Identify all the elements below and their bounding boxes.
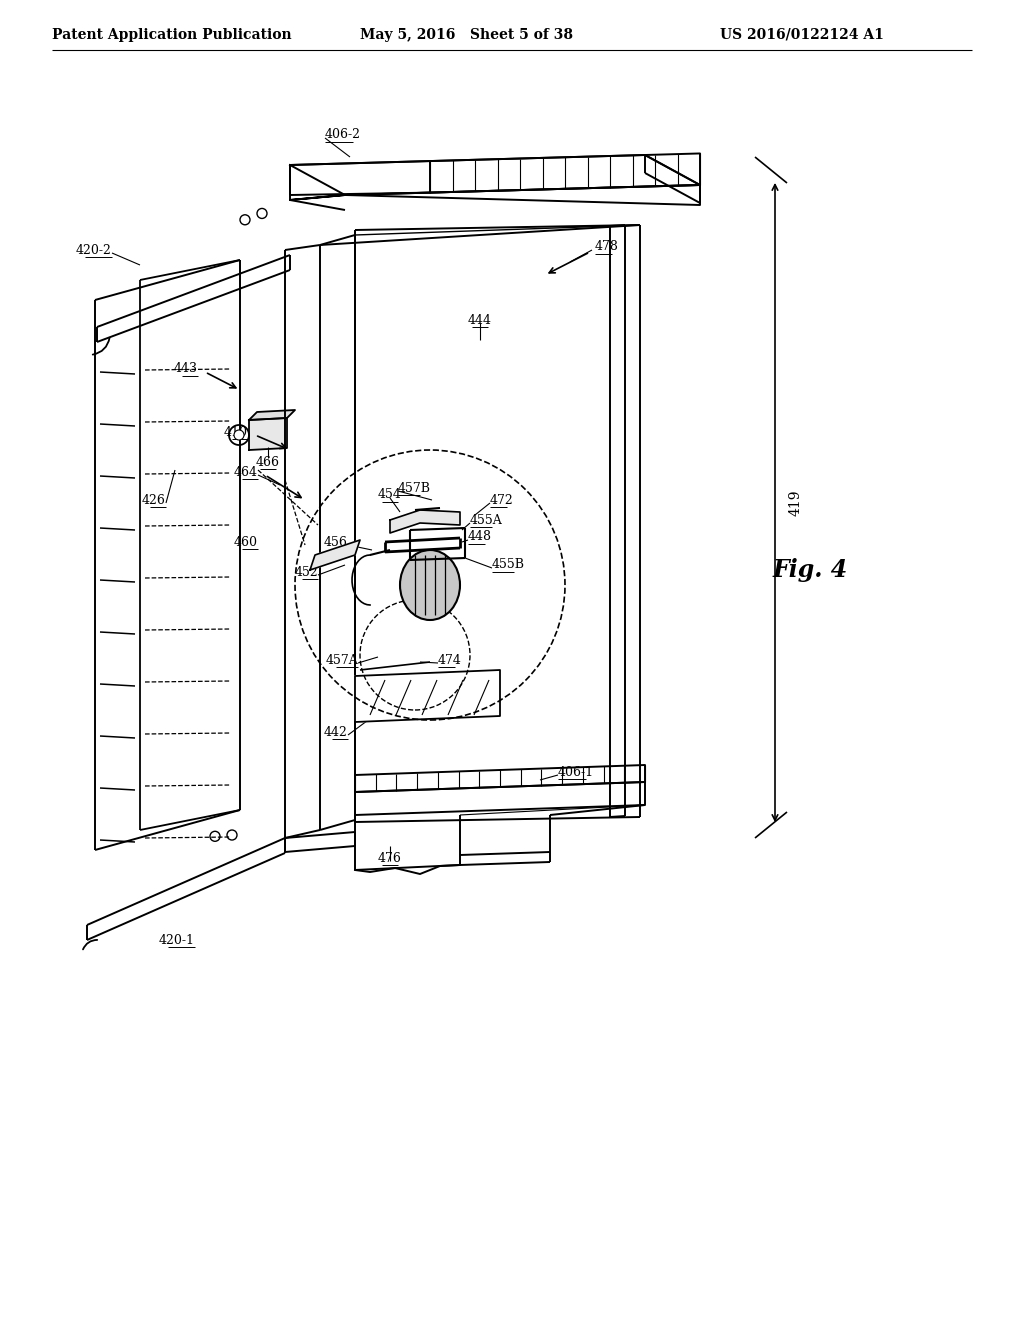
Text: 450: 450 <box>408 586 432 598</box>
Text: US 2016/0122124 A1: US 2016/0122124 A1 <box>720 28 884 42</box>
Text: 406-1: 406-1 <box>558 766 594 779</box>
Text: 478: 478 <box>595 240 618 253</box>
Circle shape <box>234 430 244 440</box>
Polygon shape <box>249 418 287 450</box>
Polygon shape <box>290 154 700 195</box>
Text: 472: 472 <box>490 494 514 507</box>
Polygon shape <box>310 540 360 570</box>
Text: 419: 419 <box>790 490 803 516</box>
Text: 406-2: 406-2 <box>325 128 361 141</box>
Text: 442: 442 <box>325 726 348 738</box>
Text: 444: 444 <box>468 314 492 326</box>
Polygon shape <box>290 185 700 205</box>
Text: 455B: 455B <box>492 558 525 572</box>
Text: 452: 452 <box>294 565 318 578</box>
Text: 456: 456 <box>325 536 348 549</box>
Text: 410: 410 <box>224 425 248 438</box>
Text: 455A: 455A <box>470 513 503 527</box>
Text: Fig. 4: Fig. 4 <box>772 558 848 582</box>
Text: 474: 474 <box>438 653 462 667</box>
Text: 420-2: 420-2 <box>76 243 112 256</box>
Ellipse shape <box>400 550 460 620</box>
Polygon shape <box>249 411 295 420</box>
Text: 457A: 457A <box>326 653 358 667</box>
Text: 443: 443 <box>174 363 198 375</box>
Text: 448: 448 <box>468 531 492 544</box>
Text: 426: 426 <box>142 494 166 507</box>
Text: 476: 476 <box>378 851 402 865</box>
Text: 464: 464 <box>234 466 258 479</box>
Polygon shape <box>355 671 500 722</box>
Polygon shape <box>355 781 645 814</box>
Text: 460: 460 <box>234 536 258 549</box>
Text: 454: 454 <box>378 488 402 502</box>
Text: Patent Application Publication: Patent Application Publication <box>52 28 292 42</box>
Text: 420-1: 420-1 <box>159 933 195 946</box>
Text: 466: 466 <box>256 455 280 469</box>
Polygon shape <box>355 766 645 792</box>
Polygon shape <box>390 510 460 533</box>
Text: 457B: 457B <box>398 482 431 495</box>
Text: May 5, 2016   Sheet 5 of 38: May 5, 2016 Sheet 5 of 38 <box>360 28 573 42</box>
